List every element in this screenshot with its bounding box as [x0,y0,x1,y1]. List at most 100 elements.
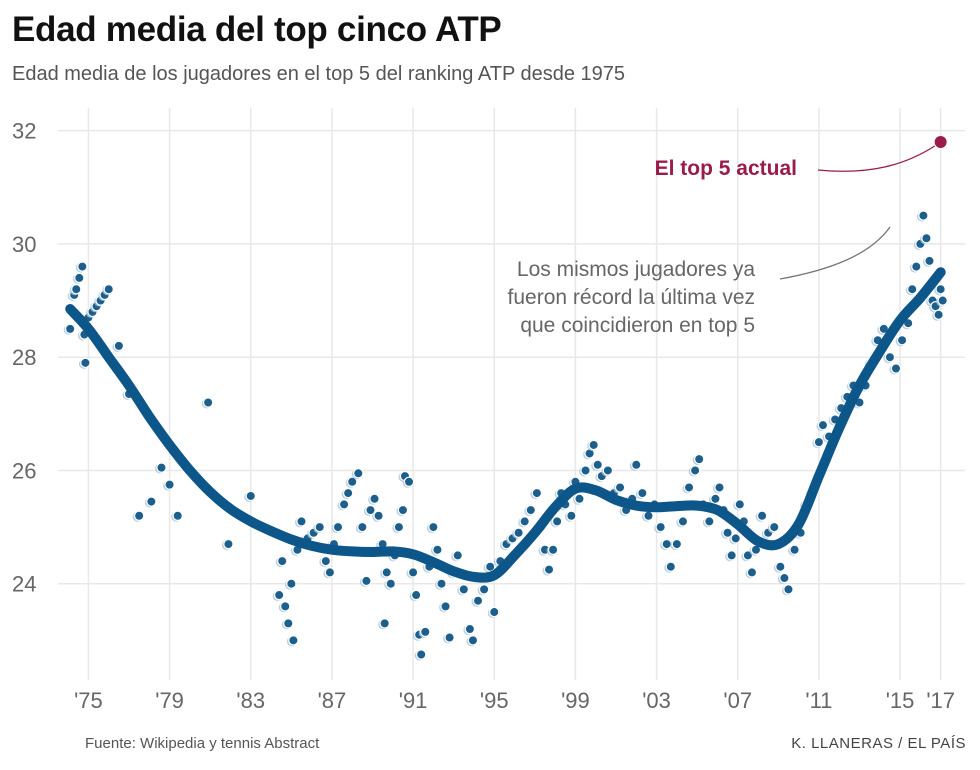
data-point [338,499,350,510]
data-point [133,510,145,521]
data-point [489,606,500,618]
data-point [704,516,715,527]
data-point [314,521,325,533]
data-point [911,261,922,272]
annotations: El top 5 actual Los mismos jugadores ya … [508,135,947,337]
data-point [789,544,800,555]
data-point [726,550,737,561]
data-point [746,567,758,578]
data-point [245,490,256,502]
y-tick-label: 28 [12,345,36,370]
data-point [918,210,929,221]
data-point [665,561,676,572]
data-point [813,436,825,448]
data-point [347,476,358,487]
data-point [452,550,463,561]
current-top5-point [934,135,947,148]
data-point [381,567,392,578]
data-point [332,521,344,533]
data-points [63,210,948,661]
data-point [365,504,376,516]
data-point [283,618,294,629]
data-point [689,465,701,476]
trend-line [65,267,946,583]
x-tick-label: '07 [723,688,752,713]
data-point [440,601,451,612]
data-point [655,521,666,533]
y-tick-label: 32 [12,119,36,144]
chart-subtitle: Edad media de los jugadores en el top 5 … [12,63,626,85]
data-point [775,561,786,572]
data-point [592,459,603,470]
record-note-line-1: Los mismos jugadores ya [517,258,755,281]
data-point [77,261,88,272]
data-point [547,544,559,555]
source-note: Fuente: Wikipedia y tennis Abstract [85,735,320,752]
data-point [428,521,439,533]
data-point [273,589,285,601]
data-point [113,340,125,352]
data-point [513,527,524,538]
y-tick-label: 24 [12,572,36,597]
data-point [637,487,648,499]
data-point [734,499,745,510]
data-point [80,357,91,369]
data-point [714,482,725,493]
data-point [71,284,82,295]
data-point [580,465,591,476]
chart-title: Edad media del top cinco ATP [12,10,502,49]
data-point [385,578,396,589]
data-point [397,504,409,516]
data-point [103,284,114,295]
y-tick-label: 30 [12,232,36,257]
data-point [588,439,599,451]
data-point [896,334,908,346]
data-point [531,487,543,499]
data-point [361,575,372,587]
data-point [574,493,585,504]
data-point [783,584,794,595]
data-point [484,561,496,572]
data-point [277,555,288,567]
data-point [223,538,234,550]
x-tick-label: '15 [886,688,915,713]
data-point [369,493,380,504]
data-point [566,510,577,521]
grid-lines [58,108,965,680]
record-note-line-3: que coincidieron en top 5 [520,314,755,337]
data-point [320,555,332,567]
current-leader-line [817,145,936,172]
data-point [342,487,354,499]
data-point [416,649,427,660]
data-point [432,544,443,555]
data-point [64,323,76,335]
x-tick-label: '75 [74,688,103,713]
data-point [817,419,829,431]
data-point [146,496,157,507]
data-point [324,567,336,578]
data-point [420,626,431,638]
data-point [661,538,672,550]
data-point [519,516,530,527]
x-tick-label: '79 [155,688,184,713]
data-point [884,351,896,363]
data-point [436,578,447,589]
data-point [464,623,476,635]
current-top5-label: El top 5 actual [655,157,797,180]
x-tick-label: '83 [236,688,265,713]
data-point [722,527,733,538]
data-point [643,510,654,521]
data-point [403,476,415,487]
record-note-line-2: fueron récord la última vez [508,286,755,309]
data-point [779,572,790,584]
data-point [769,521,780,533]
data-point [730,533,741,544]
data-point [543,564,555,575]
x-tick-label: '87 [318,688,347,713]
data-point [458,584,470,595]
trend-line-group [65,267,946,583]
data-point [288,635,299,646]
data-point [525,504,536,516]
x-tick-label: '11 [805,688,832,713]
